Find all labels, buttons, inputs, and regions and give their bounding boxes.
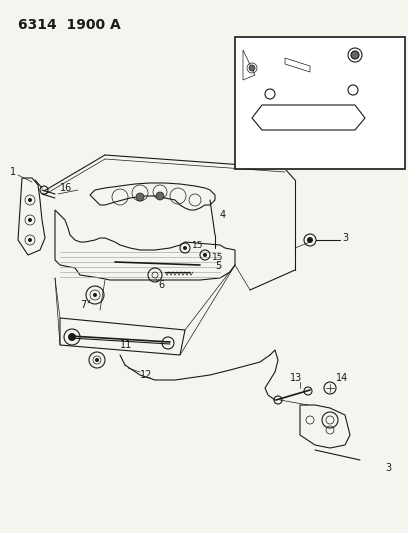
Circle shape xyxy=(28,218,32,222)
Text: 8: 8 xyxy=(309,37,315,47)
Text: 9: 9 xyxy=(330,47,336,57)
Text: 12: 12 xyxy=(140,370,152,380)
Circle shape xyxy=(307,237,313,243)
Text: 16: 16 xyxy=(60,183,72,193)
Text: 14: 14 xyxy=(336,373,348,383)
Circle shape xyxy=(351,51,359,59)
Text: 13: 13 xyxy=(290,373,302,383)
Bar xyxy=(235,37,405,169)
Text: 7: 7 xyxy=(80,300,86,310)
Text: 1: 1 xyxy=(10,167,16,177)
Text: 10: 10 xyxy=(362,47,374,57)
Circle shape xyxy=(136,193,144,201)
Circle shape xyxy=(249,65,255,71)
Circle shape xyxy=(203,253,207,257)
Circle shape xyxy=(348,48,362,62)
Circle shape xyxy=(95,358,99,362)
Circle shape xyxy=(28,238,32,242)
Text: 3: 3 xyxy=(385,463,391,473)
Circle shape xyxy=(68,333,76,341)
Circle shape xyxy=(93,293,97,297)
Text: 15: 15 xyxy=(212,254,224,262)
Text: 2: 2 xyxy=(293,159,299,169)
Text: 6: 6 xyxy=(158,280,164,290)
Circle shape xyxy=(183,246,187,250)
Text: 15: 15 xyxy=(192,241,204,251)
Circle shape xyxy=(28,198,32,202)
Circle shape xyxy=(156,192,164,200)
Text: 5: 5 xyxy=(215,261,221,271)
Text: 4: 4 xyxy=(220,210,226,220)
Text: 11: 11 xyxy=(120,340,132,350)
Text: 6314  1900 A: 6314 1900 A xyxy=(18,18,121,32)
Text: 3: 3 xyxy=(342,233,348,243)
